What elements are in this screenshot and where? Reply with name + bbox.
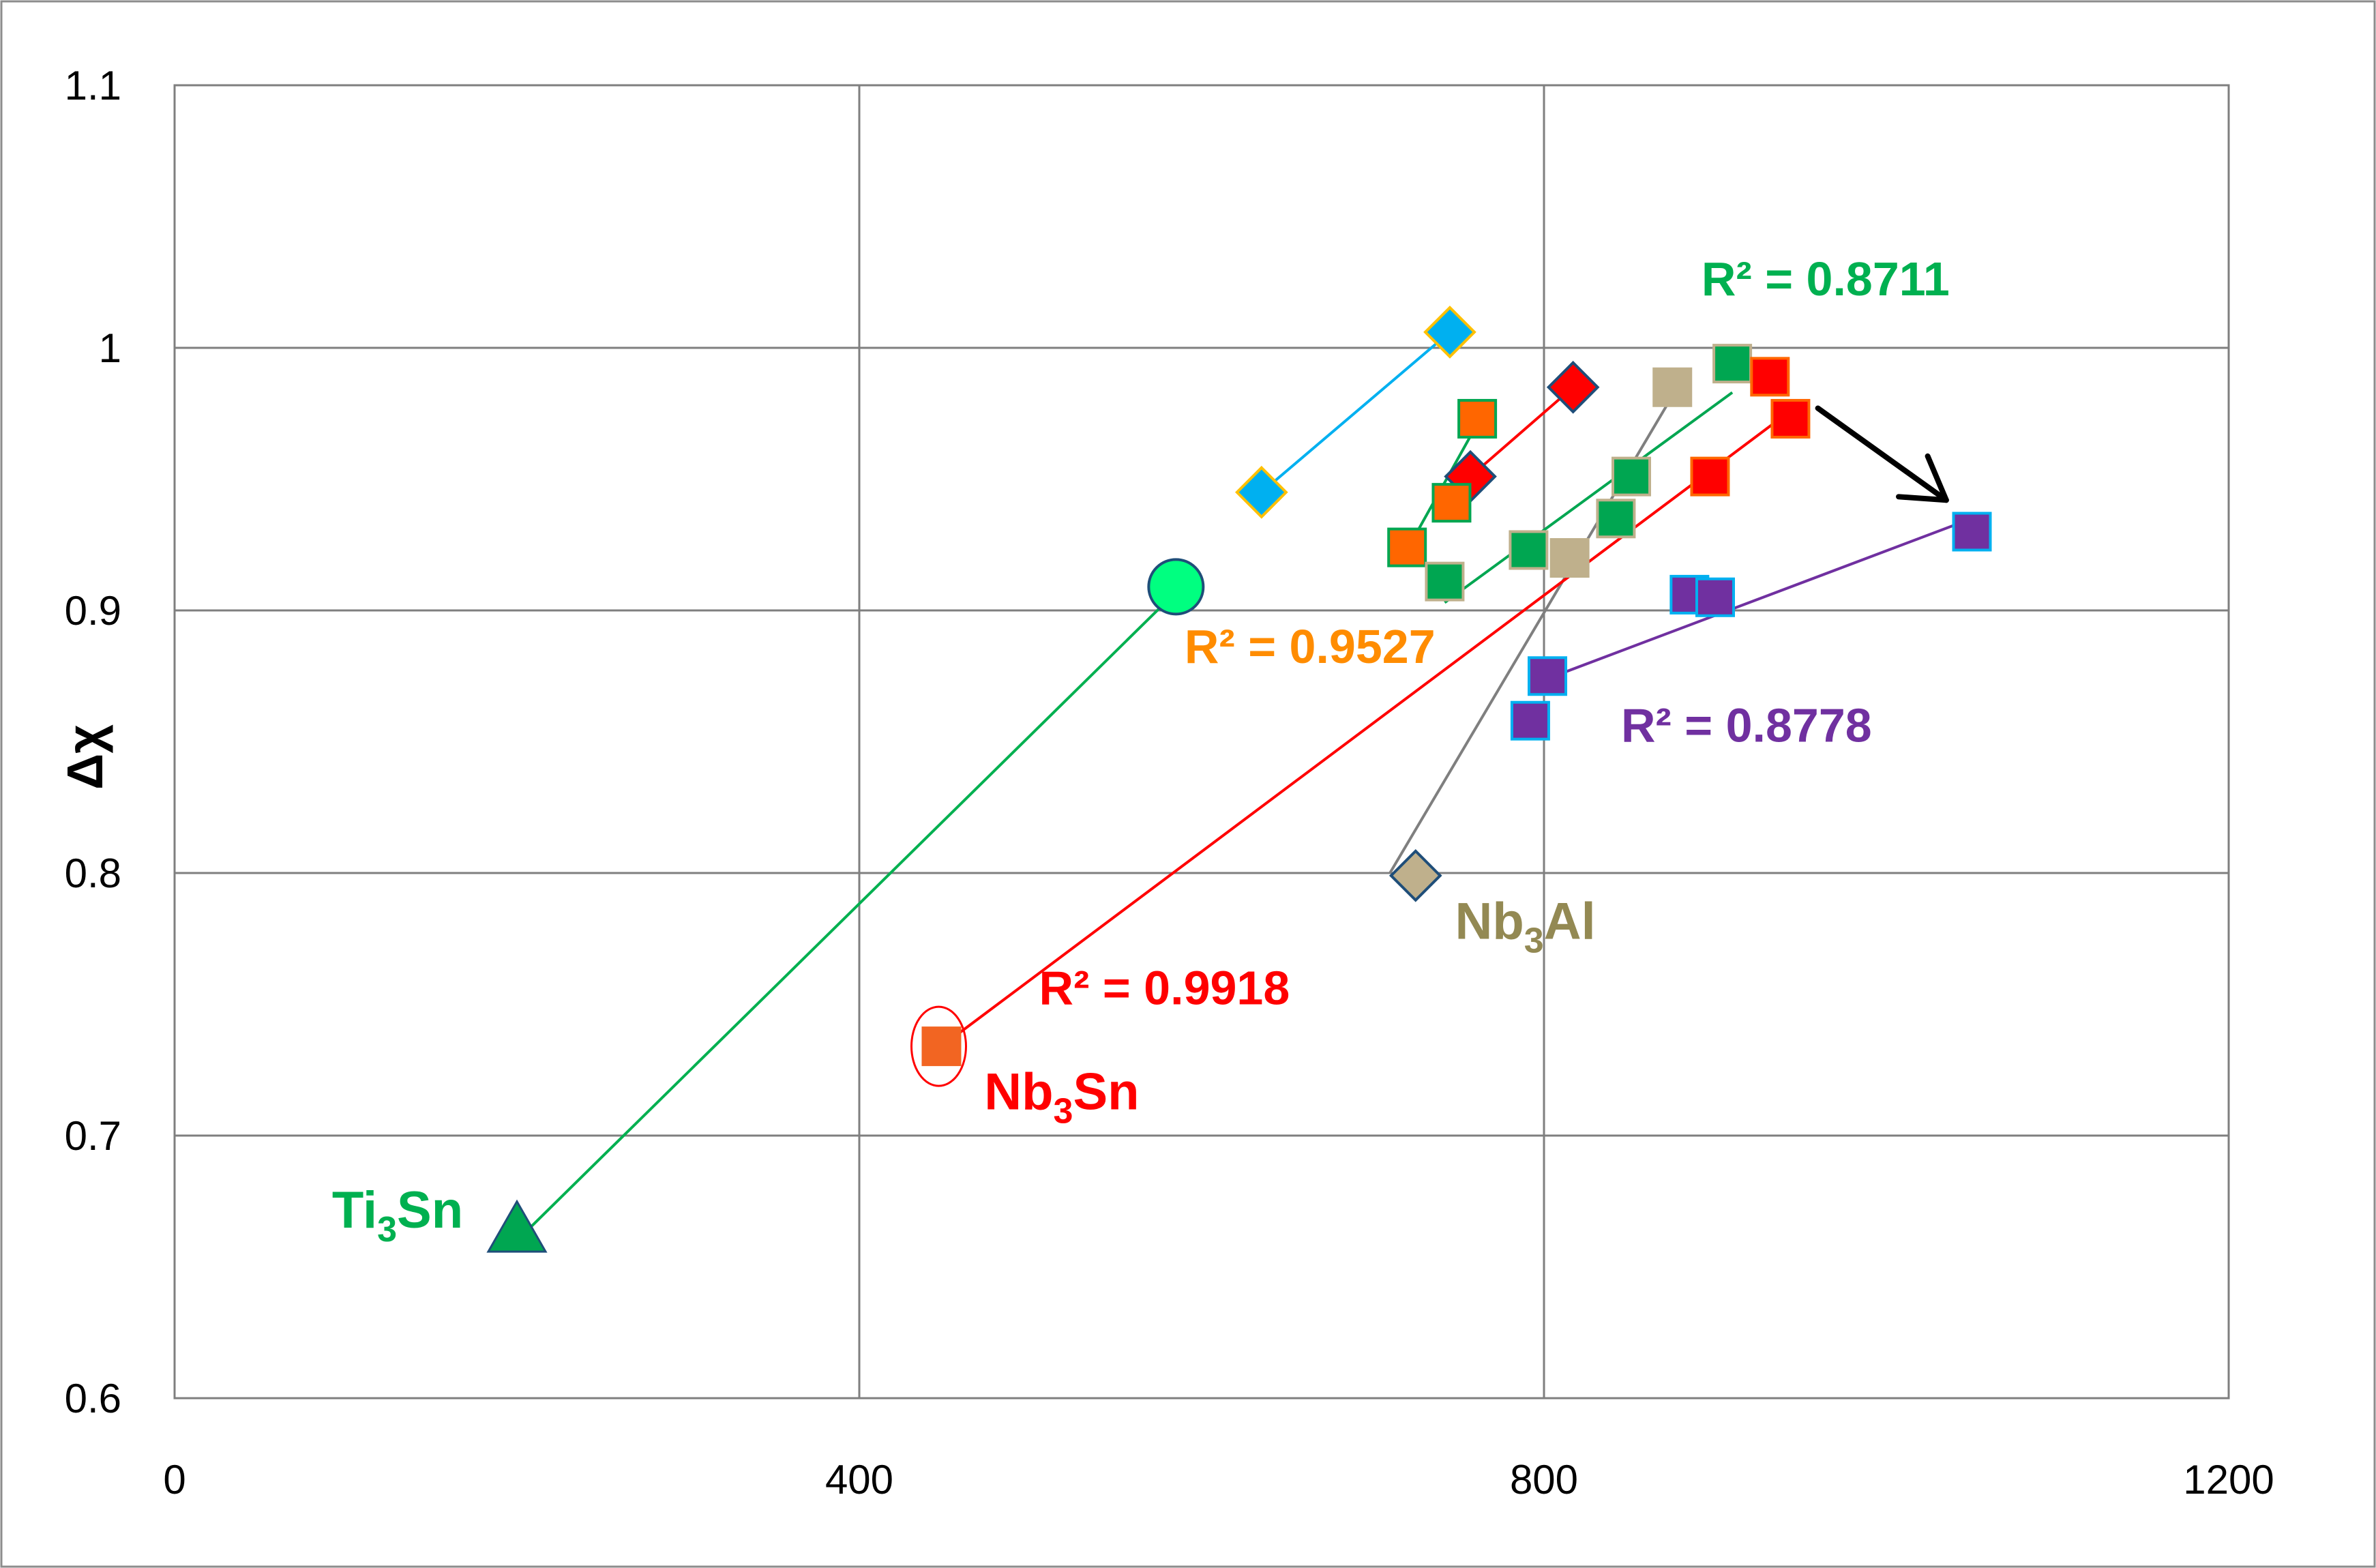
label-ti3sn: Ti3Sn xyxy=(332,1181,463,1249)
annotation-r2_orange: R² = 0.9527 xyxy=(1185,620,1436,673)
label-nb3al-base: Nb xyxy=(1455,892,1524,950)
trend-arrow-head xyxy=(1896,453,1949,503)
trendline-9 xyxy=(516,591,1177,1242)
trendline-6 xyxy=(940,409,1792,1048)
plot-area xyxy=(173,84,2230,1400)
annotation-r2_red: R² = 0.9918 xyxy=(1039,962,1290,1015)
point-6-2 xyxy=(1770,398,1811,439)
y-axis-ticks: 0.6 0.7 0.8 0.9 1 1.1 xyxy=(65,63,121,1421)
point-5-0 xyxy=(1389,849,1442,902)
point-0-1 xyxy=(1423,306,1476,359)
point-8-4 xyxy=(1952,512,1992,552)
x-axis-ticks: 0 400 800 1200 xyxy=(163,1457,2274,1503)
trendline-3 xyxy=(1444,391,1734,604)
y-tick-label-3: 0.9 xyxy=(65,588,121,634)
trendlines xyxy=(516,331,1973,1242)
point-6-0 xyxy=(1690,456,1730,497)
point-4-1 xyxy=(1652,367,1693,407)
point-3-4 xyxy=(1712,344,1753,384)
x-tick-label-3: 1200 xyxy=(2183,1457,2274,1503)
point-2-2 xyxy=(1457,398,1498,439)
point-0-0 xyxy=(1235,465,1288,519)
point-6-1 xyxy=(1750,357,1790,397)
y-tick-label-1: 0.7 xyxy=(65,1113,121,1159)
label-nb3sn: Nb3Sn xyxy=(984,1063,1139,1131)
y-tick-label-0: 0.6 xyxy=(65,1376,121,1421)
point-4-0 xyxy=(1549,538,1590,578)
trendline-8 xyxy=(1547,517,1973,680)
label-nb3al: Nb3Al xyxy=(1455,892,1595,960)
label-nb3sn-rest: Sn xyxy=(1073,1063,1139,1121)
annotations: R² = 0.8711 R² = 0.9527 R² = 0.8778 R² = 0.… xyxy=(1039,252,1950,1015)
trendline-0 xyxy=(1260,331,1451,494)
point-7-0-ring xyxy=(910,1005,967,1087)
point-10-0 xyxy=(1147,558,1205,616)
grid-layer xyxy=(175,85,2229,1398)
point-9-0 xyxy=(486,1199,548,1253)
point-7-0 xyxy=(921,1026,962,1067)
point-3-0 xyxy=(1425,561,1465,602)
label-ti3sn-rest: Sn xyxy=(397,1181,463,1239)
y-axis-label: Δχ xyxy=(57,724,113,790)
point-8-1 xyxy=(1528,656,1568,696)
label-ti3sn-base: Ti xyxy=(332,1181,377,1239)
point-3-3 xyxy=(1612,456,1652,497)
x-tick-label-1: 400 xyxy=(825,1457,893,1503)
point-2-0 xyxy=(1387,527,1427,567)
point-2-1 xyxy=(1431,483,1472,523)
point-8-0 xyxy=(1510,700,1550,741)
point-1-1 xyxy=(1546,360,1600,414)
arrow-layer xyxy=(1815,405,1949,503)
point-3-2 xyxy=(1596,499,1636,539)
label-nb3sn-sub: 3 xyxy=(1054,1092,1073,1131)
label-nb3sn-base: Nb xyxy=(984,1063,1053,1121)
y-tick-label-5: 1.1 xyxy=(65,63,121,108)
trendline-1 xyxy=(1469,386,1574,478)
label-nb3al-sub: 3 xyxy=(1524,921,1544,960)
y-tick-label-2: 0.8 xyxy=(65,850,121,896)
point-8-3 xyxy=(1695,577,1735,617)
label-nb3al-rest: Al xyxy=(1544,892,1596,950)
annotation-r2_purple: R² = 0.8778 xyxy=(1621,699,1872,752)
data-points xyxy=(486,306,1992,1253)
label-ti3sn-sub: 3 xyxy=(377,1210,397,1249)
point-3-1 xyxy=(1509,530,1549,570)
x-tick-label-2: 800 xyxy=(1510,1457,1578,1503)
trend-arrow-shaft xyxy=(1815,405,1949,503)
y-tick-label-4: 1 xyxy=(99,325,121,371)
x-tick-label-0: 0 xyxy=(163,1457,185,1503)
annotation-r2_green: R² = 0.8711 xyxy=(1702,252,1950,306)
